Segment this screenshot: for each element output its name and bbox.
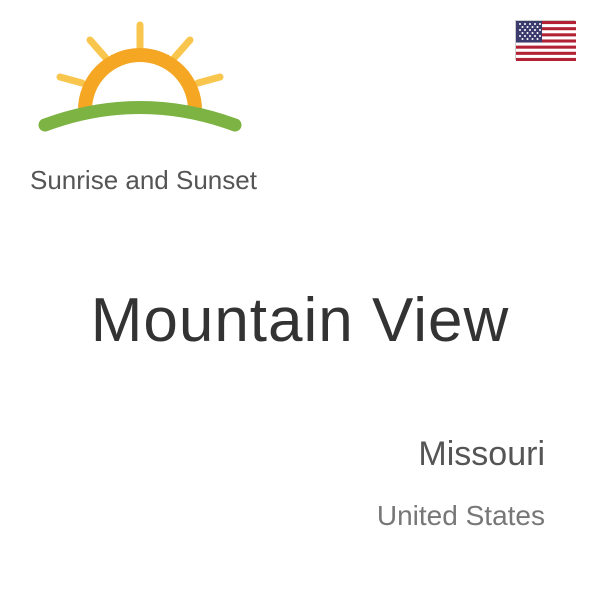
country-flag-icon bbox=[515, 20, 575, 60]
us-flag-svg bbox=[516, 21, 576, 61]
sunrise-logo bbox=[30, 15, 250, 155]
city-name: Mountain View bbox=[0, 285, 600, 356]
country-name: United States bbox=[377, 500, 545, 532]
region-name: Missouri bbox=[418, 435, 545, 474]
site-title: Sunrise and Sunset bbox=[30, 165, 257, 196]
sunrise-logo-svg bbox=[30, 15, 250, 155]
